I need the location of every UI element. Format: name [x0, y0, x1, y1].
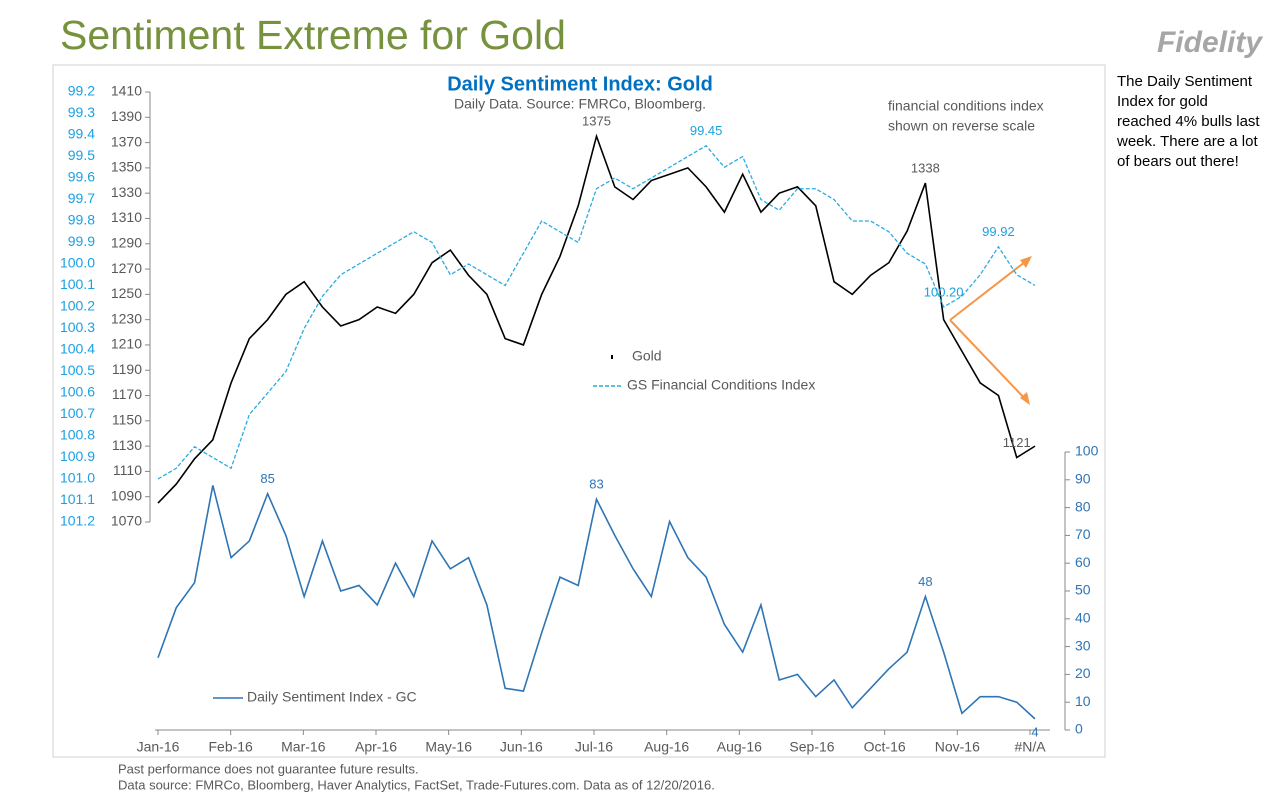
- data-label: 1338: [911, 160, 940, 175]
- y-tick-label: 1130: [112, 437, 142, 453]
- x-tick-label: Mar-16: [281, 739, 326, 755]
- y3-tick-label: 100.8: [60, 427, 95, 443]
- y2-tick-label: 40: [1075, 610, 1091, 626]
- data-label: 85: [260, 471, 274, 486]
- note: financial conditions index: [888, 98, 1044, 114]
- y-tick-label: 1270: [111, 260, 142, 276]
- y2-tick-label: 100: [1075, 443, 1099, 459]
- y3-tick-label: 100.2: [60, 298, 95, 314]
- chart-frame: [52, 64, 1106, 758]
- data-label: 48: [918, 574, 932, 589]
- y3-tick-label: 100.6: [60, 384, 95, 400]
- y-tick-label: 1310: [111, 209, 142, 225]
- y-tick-label: 1070: [111, 513, 142, 529]
- y3-tick-label: 101.2: [60, 513, 95, 529]
- y3-tick-label: 100.9: [60, 448, 95, 464]
- y2-tick-label: 70: [1075, 526, 1091, 542]
- y3-tick-label: 101.0: [60, 470, 95, 486]
- y-tick-label: 1170: [112, 386, 142, 402]
- x-tick-label: Sep-16: [789, 739, 834, 755]
- footnote: Data source: FMRCo, Bloomberg, Haver Ana…: [118, 777, 715, 792]
- y3-tick-label: 99.6: [68, 169, 95, 185]
- y-tick-label: 1290: [111, 234, 142, 250]
- x-tick-label: Aug-16: [644, 739, 689, 755]
- y2-tick-label: 20: [1075, 665, 1091, 681]
- data-label: 99.45: [690, 123, 723, 138]
- legend-label: Gold: [632, 348, 662, 364]
- y3-tick-label: 99.8: [68, 212, 95, 228]
- x-tick-label: #N/A: [1014, 739, 1046, 755]
- chart-subtitle: Daily Data. Source: FMRCo, Bloomberg.: [454, 96, 706, 112]
- x-tick-label: Aug-16: [717, 739, 762, 755]
- logo: Fidelity: [1157, 26, 1263, 59]
- x-tick-label: Jan-16: [137, 739, 180, 755]
- series-line: [157, 485, 1036, 720]
- y-tick-label: 1370: [111, 133, 142, 149]
- y3-tick-label: 101.1: [60, 491, 95, 507]
- arrow: [949, 257, 1031, 321]
- legend-label: Daily Sentiment Index - GC: [247, 689, 417, 705]
- y2-tick-label: 0: [1075, 721, 1083, 737]
- data-label: 1121: [1003, 435, 1031, 450]
- data-label: 100.20: [924, 284, 964, 299]
- y-tick-label: 1410: [111, 83, 142, 99]
- arrow-head: [1020, 256, 1032, 268]
- x-tick-label: Jun-16: [500, 739, 543, 755]
- y2-tick-label: 80: [1075, 498, 1091, 514]
- y2-tick-label: 60: [1075, 554, 1091, 570]
- data-label: 1375: [582, 114, 611, 129]
- y3-tick-label: 99.4: [68, 126, 95, 142]
- y3-tick-label: 100.4: [60, 341, 95, 357]
- y2-tick-label: 30: [1075, 637, 1091, 653]
- y-tick-label: 1090: [111, 487, 142, 503]
- x-tick-label: May-16: [425, 739, 472, 755]
- y-tick-label: 1250: [111, 285, 142, 301]
- data-label: 4: [1031, 724, 1038, 739]
- arrow: [949, 319, 1029, 403]
- x-tick-label: Nov-16: [935, 739, 980, 755]
- x-tick-label: Apr-16: [355, 739, 397, 755]
- x-tick-label: Feb-16: [208, 739, 253, 755]
- y3-tick-label: 100.3: [60, 319, 95, 335]
- y3-tick-label: 99.5: [68, 147, 95, 163]
- y-tick-label: 1190: [112, 361, 142, 377]
- y3-tick-label: 99.2: [68, 83, 95, 99]
- y-tick-label: 1230: [111, 310, 142, 326]
- note: shown on reverse scale: [888, 118, 1035, 134]
- arrow-head: [1020, 392, 1030, 405]
- y-tick-label: 1330: [111, 184, 142, 200]
- footnote: Past performance does not guarantee futu…: [118, 761, 419, 776]
- y3-tick-label: 100.5: [60, 362, 95, 378]
- y-tick-label: 1150: [112, 412, 142, 428]
- series-line: [157, 144, 1036, 480]
- sidebar-text: The Daily Sentiment Index for gold reach…: [1117, 73, 1260, 170]
- y2-tick-label: 10: [1075, 693, 1091, 709]
- y-tick-label: 1350: [111, 159, 142, 175]
- y-tick-label: 1390: [111, 108, 142, 124]
- chart-title: Daily Sentiment Index: Gold: [447, 73, 713, 95]
- series-line: [157, 133, 1036, 504]
- y3-tick-label: 100.0: [60, 255, 95, 271]
- y3-tick-label: 99.9: [68, 233, 95, 249]
- y-tick-label: 1110: [113, 462, 142, 478]
- x-tick-label: Oct-16: [864, 739, 906, 755]
- legend-label: GS Financial Conditions Index: [627, 377, 815, 393]
- data-label: 83: [589, 477, 603, 492]
- y3-tick-label: 100.1: [60, 276, 95, 292]
- slide-title: Sentiment Extreme for Gold: [60, 12, 566, 58]
- y-tick-label: 1210: [111, 336, 142, 352]
- y3-tick-label: 99.3: [68, 104, 95, 120]
- y2-tick-label: 50: [1075, 582, 1091, 598]
- y3-tick-label: 100.7: [60, 405, 95, 421]
- data-label: 99.92: [982, 224, 1015, 239]
- x-tick-label: Jul-16: [575, 739, 613, 755]
- y2-tick-label: 90: [1075, 471, 1091, 487]
- y3-tick-label: 99.7: [68, 190, 95, 206]
